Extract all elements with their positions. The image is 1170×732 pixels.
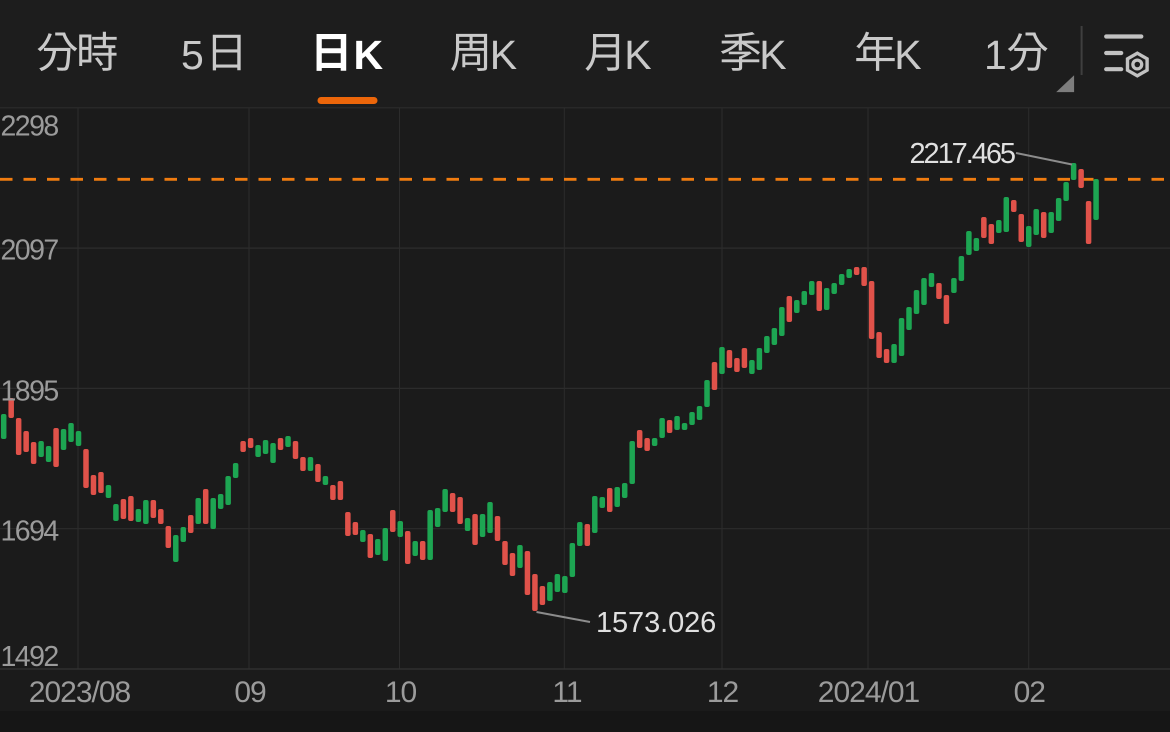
svg-text:1694: 1694	[1, 516, 60, 548]
svg-text:11: 11	[552, 676, 581, 709]
svg-text:1895: 1895	[1, 376, 59, 408]
svg-text:1492: 1492	[1, 641, 59, 673]
svg-text:1573.026: 1573.026	[596, 607, 716, 639]
svg-text:12: 12	[707, 676, 739, 709]
svg-text:K: K	[759, 32, 786, 78]
svg-text:2217.465: 2217.465	[909, 138, 1014, 170]
svg-text:2298: 2298	[1, 110, 59, 142]
svg-text:2024/01: 2024/01	[818, 676, 920, 709]
svg-text:K: K	[894, 32, 921, 78]
svg-text:5: 5	[181, 32, 204, 78]
svg-text:02: 02	[1014, 676, 1046, 709]
svg-text:1: 1	[984, 32, 1007, 78]
svg-text:K: K	[490, 32, 517, 78]
svg-text:2023/08: 2023/08	[29, 676, 131, 709]
svg-text:09: 09	[234, 676, 266, 709]
svg-text:2097: 2097	[1, 235, 59, 267]
svg-text:K: K	[624, 32, 651, 78]
svg-text:K: K	[354, 32, 384, 78]
svg-text:10: 10	[385, 676, 417, 709]
